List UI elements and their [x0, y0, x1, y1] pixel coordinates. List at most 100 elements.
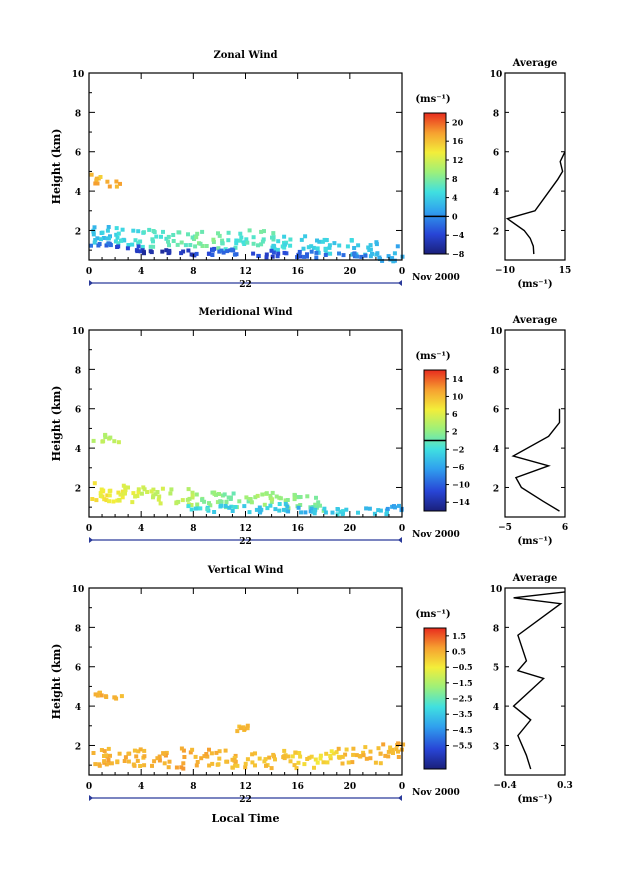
heatmap-cell [223, 504, 228, 508]
average-x-tick-label: 15 [559, 266, 572, 276]
heatmap-cell [292, 492, 297, 497]
heatmap-cell [116, 231, 121, 236]
heatmap-cell [119, 694, 124, 699]
x-tick-label: 12 [239, 524, 252, 534]
heatmap-cell [381, 742, 386, 747]
heatmap-cell [305, 254, 309, 259]
heatmap-cell [98, 494, 103, 498]
heatmap-cell [232, 757, 237, 762]
heatmap-cell [385, 510, 389, 514]
heatmap-cell [370, 251, 374, 256]
heatmap-cell [230, 247, 235, 252]
heatmap-cell [135, 249, 140, 254]
heatmap-cell [142, 748, 147, 753]
heatmap-cell [363, 253, 368, 258]
heatmap-cells [89, 172, 405, 264]
heatmap-cell [282, 250, 287, 255]
heatmap-cell [378, 257, 382, 261]
heatmap-cell [285, 498, 290, 502]
heatmap-cell [157, 494, 162, 499]
heatmap-cell [321, 508, 326, 513]
average-y-tick-label: 10 [490, 70, 503, 80]
heatmap-cell [311, 245, 316, 250]
heatmap-cell [285, 504, 290, 509]
date-label: Nov 2000 [412, 788, 460, 798]
heatmap-cell [302, 254, 307, 259]
heatmap-cell [277, 502, 282, 506]
heatmap-cell [230, 765, 235, 770]
heatmap-cell [142, 763, 147, 768]
heatmap-cell [190, 235, 195, 240]
heatmap-cell [233, 505, 238, 509]
colorbar-unit: (ms⁻¹) [415, 609, 450, 620]
heatmap-cell [251, 251, 256, 256]
heatmap-cell [154, 234, 159, 239]
y-tick-label: 6 [75, 149, 81, 159]
heatmap-cell [248, 497, 253, 501]
heatmap-cell [219, 248, 224, 253]
heatmap-cell [126, 751, 131, 756]
heatmap-cell [268, 503, 273, 508]
heatmap-cell [282, 754, 287, 759]
heatmap-cell [294, 766, 299, 771]
heatmap-cell [336, 746, 341, 751]
heatmap-cell [364, 506, 369, 511]
heatmap-cell [328, 251, 333, 256]
heatmap-cell [207, 763, 212, 768]
colorbar-unit: (ms⁻¹) [415, 94, 450, 105]
heatmap-cell [313, 502, 318, 507]
heatmap-cell [296, 505, 301, 510]
heatmap-cell [341, 253, 346, 258]
heatmap-cell [396, 741, 401, 746]
heatmap-cell [93, 692, 98, 697]
heatmap-cell [149, 489, 154, 494]
heatmap-cell [316, 250, 321, 255]
heatmap-cell [328, 756, 333, 761]
colorbar-tick-label: −8 [452, 249, 465, 259]
heatmap-cell [313, 757, 318, 762]
heatmap-cell [226, 238, 231, 243]
heatmap-cell [206, 251, 211, 256]
colorbar-tick-label: 1.5 [452, 631, 466, 641]
heatmap-cell [386, 754, 391, 759]
heatmap-cell [221, 250, 226, 255]
heatmap-cell [123, 491, 127, 496]
heatmap-cell [276, 251, 281, 256]
heatmap-cell [350, 760, 355, 765]
heatmap-cell [123, 488, 128, 493]
heatmap-cell [93, 762, 98, 767]
heatmap-cell [312, 511, 317, 516]
x-tick-label: 20 [344, 267, 357, 277]
heatmap-cell [298, 503, 303, 507]
heatmap-cell [264, 491, 269, 496]
colorbar-unit: (ms⁻¹) [415, 351, 450, 362]
heatmap-cell [351, 752, 356, 757]
y-tick-label: 8 [75, 624, 81, 634]
heatmap-cell [320, 239, 325, 244]
heatmap-cell [217, 233, 222, 238]
heatmap-cell [114, 232, 119, 237]
heatmap-cell [195, 502, 200, 507]
heatmap-cell [114, 184, 119, 189]
heatmap-cell [356, 243, 361, 248]
heatmap-cell [134, 754, 139, 759]
heatmap-cell [314, 505, 319, 510]
heatmap-cell [91, 438, 96, 443]
heatmap-cell [254, 507, 259, 512]
heatmap-cell [200, 229, 205, 234]
heatmap-cell [395, 244, 400, 249]
heatmap-cell [271, 231, 276, 236]
heatmap-cell [155, 756, 160, 761]
heatmap-cell [150, 763, 154, 768]
heatmap-cell [164, 236, 169, 241]
heatmap-cell [368, 243, 373, 248]
colorbar-tick-label: 12 [452, 155, 463, 165]
heatmap-cell [167, 759, 172, 764]
heatmap-cell [305, 494, 310, 499]
heatmap-cell [114, 179, 119, 184]
average-y-tick-label: 8 [493, 109, 499, 119]
heatmap-cell [212, 491, 217, 496]
heatmap-cell [126, 485, 130, 490]
average-profile-line [505, 151, 566, 255]
heatmap-cell [325, 760, 330, 765]
